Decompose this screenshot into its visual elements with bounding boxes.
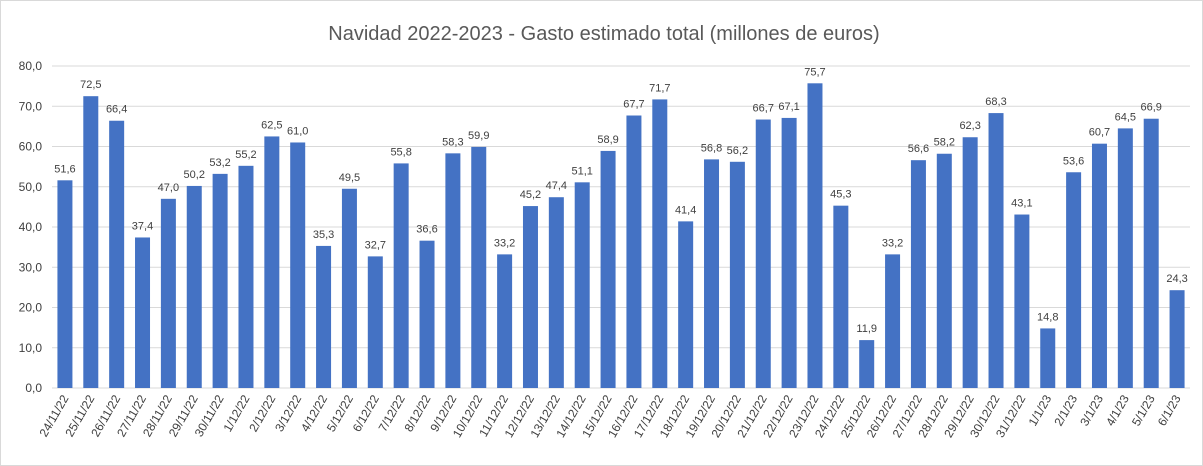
bar bbox=[1117, 128, 1133, 388]
bar bbox=[393, 163, 409, 388]
bar bbox=[497, 254, 513, 388]
data-label: 58,9 bbox=[597, 134, 618, 146]
bar bbox=[600, 150, 616, 388]
data-label: 49,5 bbox=[339, 172, 360, 184]
data-label: 58,2 bbox=[934, 137, 955, 149]
bar bbox=[1091, 143, 1107, 388]
data-label: 37,4 bbox=[132, 220, 153, 232]
bar bbox=[83, 96, 99, 388]
bar bbox=[988, 113, 1004, 388]
bar bbox=[807, 83, 823, 389]
y-tick-label: 20,0 bbox=[19, 301, 43, 315]
data-label: 62,3 bbox=[959, 120, 980, 132]
data-label: 45,2 bbox=[520, 189, 541, 201]
bar bbox=[859, 340, 875, 388]
data-label: 41,4 bbox=[675, 204, 696, 216]
y-tick-label: 0,0 bbox=[25, 381, 42, 395]
data-label: 47,4 bbox=[546, 180, 567, 192]
data-label: 66,7 bbox=[753, 103, 774, 115]
y-tick-label: 80,0 bbox=[19, 59, 43, 73]
data-label: 55,8 bbox=[390, 146, 411, 158]
bar bbox=[341, 188, 357, 388]
bar bbox=[962, 137, 978, 388]
y-tick-label: 60,0 bbox=[19, 140, 43, 154]
data-label: 45,3 bbox=[830, 189, 851, 201]
data-label: 62,5 bbox=[261, 119, 282, 131]
bar bbox=[186, 185, 202, 388]
data-label: 51,6 bbox=[54, 163, 75, 175]
data-label: 56,2 bbox=[727, 145, 748, 157]
data-label: 14,8 bbox=[1037, 311, 1058, 323]
bar bbox=[135, 237, 151, 388]
data-label: 66,4 bbox=[106, 104, 127, 116]
data-label: 35,3 bbox=[313, 229, 334, 241]
data-label: 11,9 bbox=[856, 323, 877, 335]
bar bbox=[885, 254, 901, 388]
bar bbox=[781, 117, 797, 389]
data-label: 24,3 bbox=[1166, 273, 1187, 285]
data-label: 59,9 bbox=[468, 130, 489, 142]
bar bbox=[652, 99, 668, 388]
bar bbox=[574, 182, 590, 388]
y-tick-label: 10,0 bbox=[19, 341, 43, 355]
data-label: 33,2 bbox=[494, 237, 515, 249]
data-label: 51,1 bbox=[571, 165, 592, 177]
bar bbox=[109, 120, 125, 389]
bar bbox=[471, 146, 487, 388]
data-label: 72,5 bbox=[80, 79, 101, 91]
bar bbox=[367, 256, 383, 388]
bar bbox=[445, 153, 461, 388]
bar bbox=[212, 173, 228, 388]
bar bbox=[1066, 172, 1082, 388]
data-label: 36,6 bbox=[416, 224, 437, 236]
data-label: 53,2 bbox=[209, 157, 230, 169]
data-label: 60,7 bbox=[1089, 127, 1110, 139]
data-label: 56,8 bbox=[701, 142, 722, 154]
bar bbox=[1014, 214, 1030, 388]
data-label: 53,6 bbox=[1063, 155, 1084, 167]
data-label: 61,0 bbox=[287, 125, 308, 137]
chart-title: Navidad 2022-2023 - Gasto estimado total… bbox=[328, 23, 879, 45]
bar bbox=[522, 206, 538, 388]
bar bbox=[1040, 328, 1056, 388]
bar bbox=[729, 161, 745, 388]
bar bbox=[290, 142, 306, 388]
data-label: 68,3 bbox=[985, 96, 1006, 108]
data-label: 66,9 bbox=[1140, 102, 1161, 114]
y-tick-label: 40,0 bbox=[19, 220, 43, 234]
data-label: 56,6 bbox=[908, 143, 929, 155]
bar bbox=[910, 160, 926, 388]
data-label: 50,2 bbox=[184, 169, 205, 181]
data-label: 67,7 bbox=[623, 99, 644, 111]
bar bbox=[419, 240, 435, 388]
bar bbox=[1169, 290, 1185, 388]
bar bbox=[626, 115, 642, 388]
bar bbox=[160, 198, 176, 388]
data-label: 33,2 bbox=[882, 237, 903, 249]
bar bbox=[704, 159, 720, 388]
bar bbox=[264, 136, 280, 388]
y-tick-label: 70,0 bbox=[19, 99, 43, 113]
data-label: 71,7 bbox=[649, 82, 670, 94]
data-label: 43,1 bbox=[1011, 198, 1032, 210]
data-label: 32,7 bbox=[365, 239, 386, 251]
bar bbox=[1143, 118, 1159, 388]
data-label: 47,0 bbox=[158, 182, 179, 194]
bar bbox=[238, 165, 254, 388]
data-label: 64,5 bbox=[1115, 111, 1136, 123]
data-label: 67,1 bbox=[778, 101, 799, 113]
bar bbox=[755, 119, 771, 388]
y-tick-label: 30,0 bbox=[19, 260, 43, 274]
y-tick-label: 50,0 bbox=[19, 180, 43, 194]
bar bbox=[833, 205, 849, 388]
data-label: 55,2 bbox=[235, 149, 256, 161]
bar bbox=[316, 245, 332, 388]
data-label: 75,7 bbox=[804, 66, 825, 78]
bar bbox=[57, 180, 73, 388]
bar bbox=[936, 153, 952, 388]
data-label: 58,3 bbox=[442, 136, 463, 148]
bar bbox=[548, 197, 564, 388]
bar bbox=[678, 221, 694, 388]
